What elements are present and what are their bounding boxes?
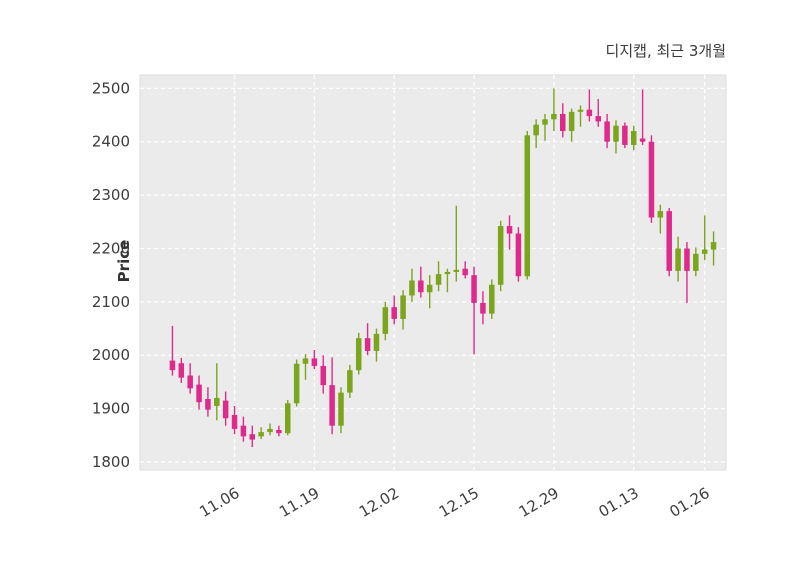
candle-body <box>630 131 637 145</box>
candle-body <box>444 271 451 275</box>
candle-body <box>586 109 593 117</box>
candle-body <box>311 358 318 366</box>
x-tick-label: 12.29 <box>516 484 562 521</box>
candle-body <box>551 113 557 120</box>
candle-body <box>462 268 468 276</box>
candle-body <box>684 248 690 271</box>
candle-body <box>480 302 486 314</box>
candle-body <box>568 111 575 132</box>
candle-body <box>701 249 708 254</box>
candle-body <box>453 269 460 272</box>
candle-body <box>533 124 539 136</box>
candle-body <box>258 432 264 437</box>
candle-body <box>400 295 406 319</box>
candle-body <box>435 274 442 285</box>
candle-body <box>249 434 256 440</box>
x-tick-label: 01.13 <box>596 484 642 521</box>
candle-body <box>293 363 300 404</box>
y-axis-label: Price <box>115 239 133 283</box>
candle-body <box>595 116 601 122</box>
y-tick-label: 2400 <box>92 133 130 151</box>
candle-body <box>187 375 193 389</box>
candle-body <box>222 400 229 419</box>
x-tick-label: 12.15 <box>436 484 482 521</box>
candle-body <box>347 370 353 393</box>
candle-body <box>577 109 584 112</box>
candle-body <box>196 384 202 403</box>
candle-body <box>693 253 699 271</box>
candle-body <box>515 233 522 277</box>
candle-body <box>471 275 477 303</box>
candle-body <box>214 397 220 406</box>
x-tick-label: 11.19 <box>276 484 322 521</box>
candle-body <box>622 125 628 145</box>
candle-body <box>205 399 211 410</box>
candle-body <box>639 138 646 142</box>
candle-body <box>267 428 273 433</box>
candle-body <box>355 338 362 371</box>
candle-body <box>329 385 335 426</box>
candle-body <box>169 360 176 371</box>
y-tick-label: 1800 <box>92 453 130 471</box>
candle-body <box>418 280 424 293</box>
candle-body <box>657 211 664 218</box>
candle-body <box>710 242 717 250</box>
candle-body <box>373 333 380 351</box>
candle-body <box>613 125 619 142</box>
candle-body <box>542 119 548 125</box>
candle-body <box>391 307 397 319</box>
candle-body <box>231 415 238 429</box>
plot-area <box>139 74 727 471</box>
candle-body <box>648 141 655 218</box>
x-tick-label: 01.26 <box>666 484 712 521</box>
candle-body <box>489 284 495 314</box>
y-tick-label: 2200 <box>92 239 130 257</box>
candle-body <box>338 392 344 426</box>
y-tick-label: 2100 <box>92 293 130 311</box>
x-tick-label: 11.06 <box>196 484 242 521</box>
candle-body <box>382 307 389 334</box>
candle-body <box>302 358 309 364</box>
y-tick-label: 2000 <box>92 346 130 364</box>
chart-title: 디지캡, 최근 3개월 <box>605 42 726 60</box>
x-tick-label: 12.02 <box>356 484 402 521</box>
candle-body <box>409 280 415 296</box>
candle-body <box>604 121 610 142</box>
y-tick-label: 2300 <box>92 186 130 204</box>
candle-body <box>524 135 531 277</box>
candle-body <box>426 284 433 293</box>
candle-body <box>320 365 326 386</box>
candle-body <box>666 211 672 271</box>
candle-body <box>506 226 513 234</box>
candle-body <box>364 338 371 351</box>
candle-body <box>240 425 247 437</box>
candle-body <box>276 429 282 434</box>
candle-body <box>178 363 185 378</box>
y-tick-label: 2500 <box>92 79 130 97</box>
candle-body <box>497 226 504 285</box>
candle-body <box>560 113 566 132</box>
candle-body <box>675 248 681 271</box>
y-tick-label: 1900 <box>92 400 130 418</box>
candle-body <box>285 403 291 434</box>
